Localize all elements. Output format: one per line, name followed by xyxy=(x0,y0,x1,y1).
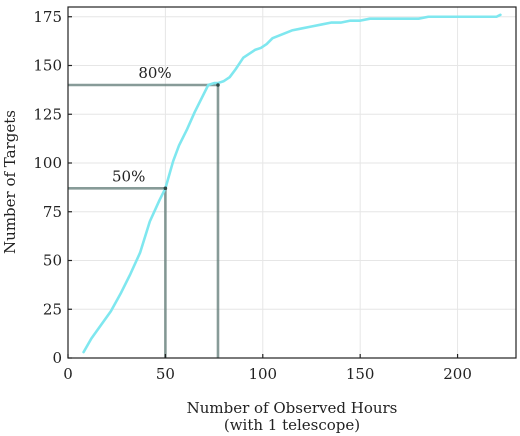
y-tick-label: 100 xyxy=(33,154,62,172)
percentile-marker xyxy=(163,186,168,191)
axis-ticks: 0 50 100 150 200 0 25 50 75 100 125 150 175 xyxy=(33,8,472,383)
y-tick-label: 125 xyxy=(33,105,62,123)
percentile-guide xyxy=(68,187,167,358)
percentile-guides xyxy=(68,83,220,358)
plot-frame xyxy=(67,6,517,359)
percentile-guide xyxy=(68,83,220,358)
percentile-label: 50% xyxy=(112,167,145,185)
x-axis-sublabel: (with 1 telescope) xyxy=(224,416,360,434)
y-tick-label: 0 xyxy=(52,349,62,367)
x-tick-label: 50 xyxy=(156,365,175,383)
x-tick-label: 0 xyxy=(63,365,73,383)
y-tick-label: 75 xyxy=(43,203,62,221)
x-tick-label: 200 xyxy=(443,365,472,383)
annotations: 80% 50% xyxy=(112,64,220,191)
y-tick-label: 25 xyxy=(43,300,62,318)
x-tick-label: 100 xyxy=(248,365,277,383)
y-tick-label: 175 xyxy=(33,8,62,26)
cumulative-targets-line xyxy=(82,13,502,354)
y-tick-label: 150 xyxy=(33,57,62,75)
x-tick-label: 150 xyxy=(346,365,375,383)
percentile-marker xyxy=(216,83,220,87)
y-tick-label: 50 xyxy=(43,252,62,270)
x-axis-label: Number of Observed Hours xyxy=(187,399,398,417)
y-axis-label: Number of Targets xyxy=(1,110,19,254)
series xyxy=(82,13,502,354)
percentile-label: 80% xyxy=(138,64,171,82)
